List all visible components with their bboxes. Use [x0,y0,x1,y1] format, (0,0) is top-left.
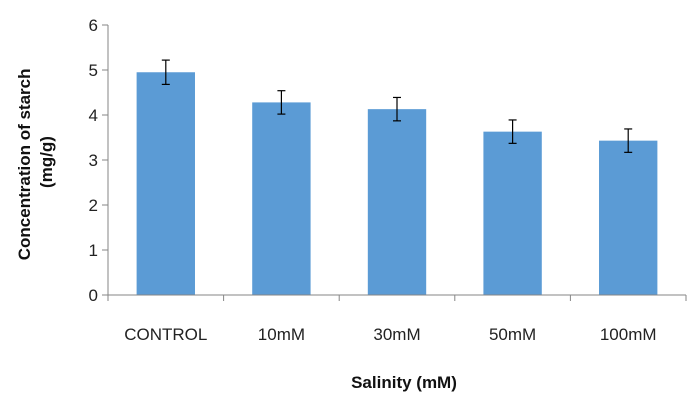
bar [252,102,311,296]
y-tick-label: 4 [89,106,98,125]
x-tick-label: 50mM [489,325,536,344]
y-tick-label: 6 [89,16,98,35]
y-axis-title: Concentration of starch (mg/g) [15,64,56,260]
error-bar [508,119,517,144]
error-bar [277,90,286,115]
y-tick-label: 5 [89,61,98,80]
x-tick-label: 10mM [258,325,305,344]
y-axis-title-line-2: (mg/g) [37,136,56,188]
x-tick-label: CONTROL [124,325,207,344]
bar [367,109,427,296]
x-axis: CONTROL 10mM 30mM 50mM 100mM [107,294,687,344]
y-tick-label: 0 [89,286,98,305]
bar [483,131,542,295]
error-bar [624,128,633,153]
x-axis-title: Salinity (mM) [351,373,457,392]
error-bar [161,59,170,86]
x-tick-label: 100mM [600,325,657,344]
x-tick-label: 30mM [373,325,420,344]
y-axis-title-line-1: Concentration of starch [15,68,34,260]
y-axis: 0 1 2 3 4 5 6 [89,16,109,305]
error-bar [393,96,401,122]
bar [599,140,658,295]
bar [136,72,195,295]
y-tick-label: 2 [89,196,98,215]
y-tick-label: 1 [89,241,98,260]
y-tick-label: 3 [89,151,98,170]
bars [136,59,658,296]
